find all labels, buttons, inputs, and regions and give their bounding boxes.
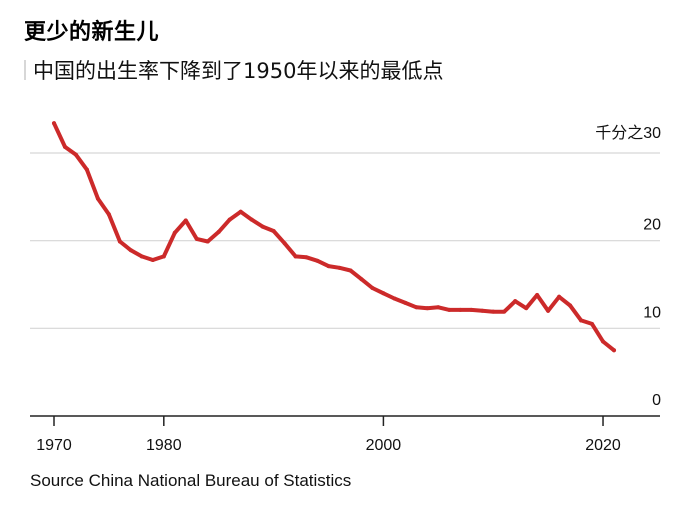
data-point xyxy=(52,121,56,126)
series-line-birth-rate xyxy=(52,121,616,353)
x-tick-label: 2020 xyxy=(585,437,621,454)
data-point xyxy=(392,296,397,301)
data-point xyxy=(216,229,221,234)
series-group xyxy=(52,121,616,353)
source-note: Source China National Bureau of Statisti… xyxy=(30,471,352,490)
data-point xyxy=(161,254,166,259)
data-point xyxy=(117,239,122,244)
data-point xyxy=(183,218,188,223)
data-point xyxy=(447,307,452,312)
data-point xyxy=(315,258,320,263)
x-axis-ticks: 1970 1980 2000 2020 xyxy=(36,416,621,454)
data-point xyxy=(139,254,144,259)
data-point xyxy=(612,348,616,353)
data-point xyxy=(601,339,606,344)
data-point xyxy=(205,239,210,244)
subtitle-marker xyxy=(24,60,26,80)
data-point xyxy=(480,308,485,313)
data-point xyxy=(106,212,111,217)
data-point xyxy=(359,277,364,282)
data-point xyxy=(414,305,419,310)
data-point xyxy=(524,306,529,311)
data-point xyxy=(73,152,78,157)
data-point xyxy=(260,224,265,229)
data-point xyxy=(502,309,507,314)
data-point xyxy=(337,265,342,270)
y-tick-label: 20 xyxy=(643,217,661,234)
data-point xyxy=(590,321,595,326)
chart-title: 更少的新生儿 xyxy=(24,20,160,45)
x-tick-label: 1980 xyxy=(146,437,182,454)
data-point xyxy=(227,217,232,222)
data-point xyxy=(370,286,375,291)
data-point xyxy=(95,196,100,201)
data-point xyxy=(249,217,254,222)
data-point xyxy=(271,229,276,234)
data-point xyxy=(469,307,474,312)
data-point xyxy=(128,248,133,253)
data-point xyxy=(425,306,430,311)
y-tick-label: 0 xyxy=(652,392,661,409)
data-point xyxy=(326,264,331,269)
data-point xyxy=(491,309,496,314)
y-axis-ticks: 0 10 20 千分之30 xyxy=(595,123,661,409)
data-point xyxy=(84,167,89,172)
data-point xyxy=(436,305,441,310)
data-point xyxy=(568,303,573,308)
data-point xyxy=(304,255,309,260)
y-tick-label: 10 xyxy=(643,304,661,321)
y-tick-label: 千分之30 xyxy=(595,123,661,142)
data-point xyxy=(293,254,298,259)
data-point xyxy=(546,308,551,313)
chart-subtitle: 中国的出生率下降到了1950年以来的最低点 xyxy=(33,59,444,83)
gridlines xyxy=(30,152,660,417)
data-point xyxy=(381,291,386,296)
data-point xyxy=(62,144,67,149)
data-point xyxy=(403,300,408,305)
data-point xyxy=(282,241,287,246)
x-tick-label: 1970 xyxy=(36,437,72,454)
data-point xyxy=(557,294,562,299)
x-tick-label: 2000 xyxy=(366,437,402,454)
data-point xyxy=(579,318,584,323)
data-point xyxy=(535,293,540,298)
data-point xyxy=(150,257,155,262)
data-point xyxy=(172,230,177,235)
data-point xyxy=(194,236,199,241)
data-point xyxy=(458,307,463,312)
y-unit-label: 千分之 xyxy=(595,123,643,142)
data-point xyxy=(348,268,353,273)
data-point xyxy=(238,209,243,214)
data-point xyxy=(513,299,518,304)
